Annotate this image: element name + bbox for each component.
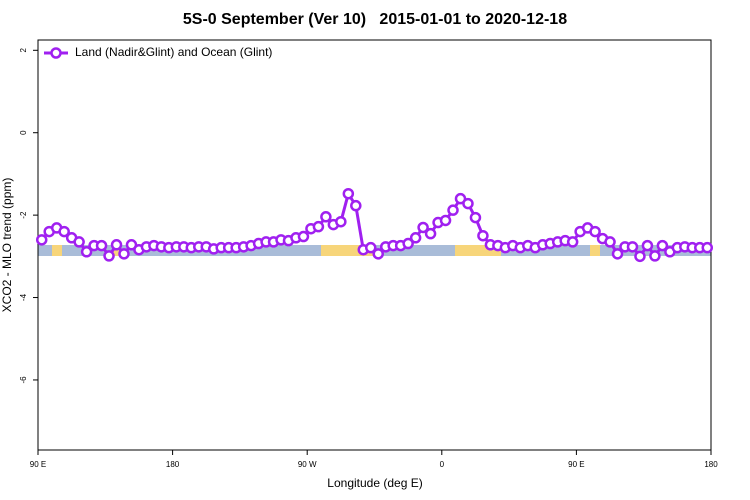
land-strip [590,245,600,256]
y-tick-label: -4 [19,293,28,301]
land-strip [455,245,501,256]
data-point [95,239,108,252]
data-point [35,234,48,246]
data-point [320,211,332,223]
x-tick-label: 90 E [568,460,584,469]
data-point [634,250,646,263]
data-point [73,236,85,248]
data-point [335,215,347,228]
data-point [110,239,123,251]
y-tick-label: -6 [19,376,28,384]
data-point [409,232,422,244]
data-point [469,211,482,224]
data-point [342,187,355,200]
x-tick-label: 90 E [30,460,46,469]
data-point [701,241,714,254]
data-point [447,204,459,216]
y-tick-label: -2 [19,211,28,219]
chart-title: 5S-0 September (Ver 10) 2015-01-01 to 20… [183,11,567,28]
legend: Land (Nadir&Glint) and Ocean (Glint) [44,45,272,59]
land-strip [113,248,119,256]
data-point [312,220,325,233]
data-point [439,214,452,227]
data-point [80,246,93,258]
data-point [103,250,115,262]
data-point [372,248,384,260]
data-point [297,230,310,243]
data-point [462,197,474,210]
data-point [365,241,377,254]
x-tick-label: 180 [166,460,180,469]
legend-label: Land (Nadir&Glint) and Ocean (Glint) [75,45,272,59]
data-point [125,239,138,251]
data-point [589,225,601,238]
data-point [417,221,429,234]
x-tick-label: 180 [704,460,718,469]
y-tick-label: 2 [19,48,28,53]
data-point [477,229,489,242]
data-point [611,248,624,260]
data-point [454,192,467,205]
data-point [566,236,579,248]
data-point [649,250,661,262]
x-axis-label: Longitude (deg E) [327,476,422,490]
data-point [350,199,362,212]
x-tick-label: 90 W [298,460,317,469]
data-point [641,239,654,252]
legend-marker [50,47,62,59]
data-point [118,248,130,260]
data-point [604,236,616,248]
data-point [402,237,414,250]
land-strip [321,245,376,256]
land-strip [52,245,62,256]
y-tick-label: 0 [19,130,28,135]
data-point [424,227,437,240]
data-point [626,241,639,253]
data-point [656,239,669,252]
y-axis-label: XCO2 - MLO trend (ppm) [0,178,14,313]
data-point [58,225,70,238]
x-tick-label: 0 [440,460,445,469]
